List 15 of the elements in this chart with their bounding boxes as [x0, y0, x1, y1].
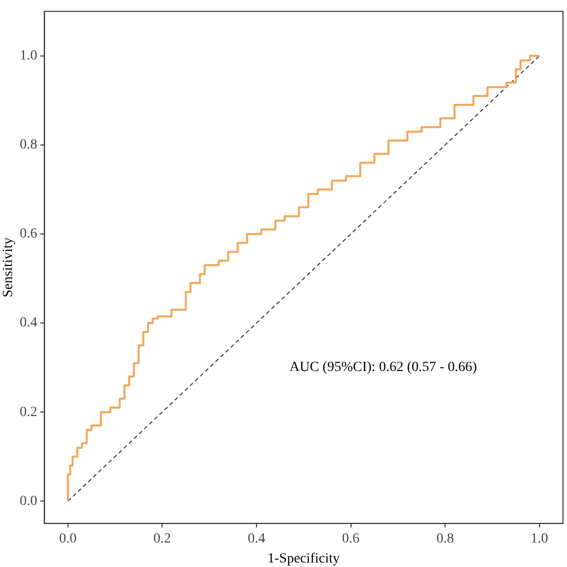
x-tick-label: 0.8: [436, 531, 454, 546]
x-tick-label: 0.2: [153, 531, 171, 546]
annotation: AUC (95%CI): 0.62 (0.57 - 0.66): [290, 360, 478, 376]
x-tick-label: 0.4: [248, 531, 266, 546]
y-tick-label: 0.8: [20, 138, 38, 153]
x-tick-label: 1.0: [530, 531, 548, 546]
y-tick-label: 0.2: [20, 404, 38, 420]
x-tick-label: 0.0: [59, 531, 77, 546]
y-tick-label: 0.0: [20, 494, 38, 509]
x-axis-title: 1-Specificity: [267, 551, 340, 566]
x-tick-label: 0.6: [342, 531, 360, 546]
y-tick-label: 0.6: [20, 226, 38, 242]
y-tick-label: 1.0: [20, 48, 38, 64]
y-tick-label: 0.4: [20, 316, 38, 331]
y-axis-title: Sensitivity: [1, 237, 16, 298]
